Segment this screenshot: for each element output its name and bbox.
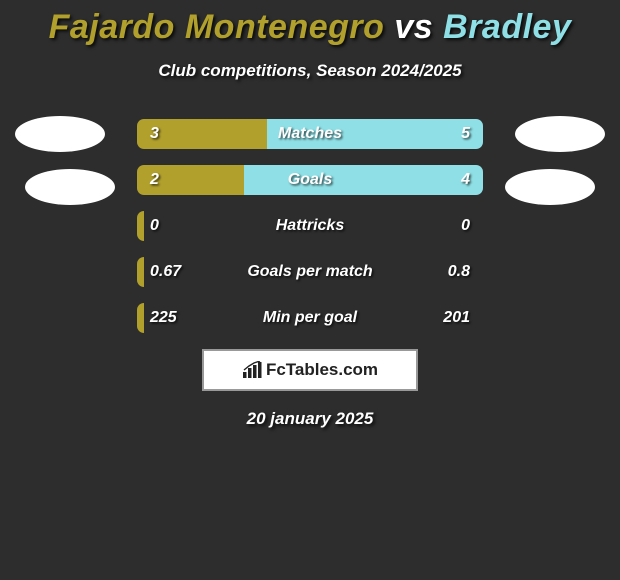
stat-label: Matches: [137, 119, 483, 149]
infographic-root: Fajardo Montenegro vs Bradley Club compe…: [0, 0, 620, 429]
stat-row: 0.670.8Goals per match: [0, 257, 620, 287]
stats-area: 35Matches 24Goals 00Hattricks 0.670.8Goals …: [0, 119, 620, 333]
stat-row: 00Hattricks: [0, 211, 620, 241]
comparison-title: Fajardo Montenegro vs Bradley: [0, 8, 620, 47]
date-label: 20 january 2025: [0, 409, 620, 429]
player1-name: Fajardo Montenegro: [49, 8, 385, 46]
player2-name: Bradley: [443, 8, 571, 46]
stat-row: 35Matches: [0, 119, 620, 149]
stat-label: Min per goal: [137, 303, 483, 333]
stat-label: Hattricks: [137, 211, 483, 241]
brand-text: FcTables.com: [266, 360, 378, 380]
stat-label: Goals per match: [137, 257, 483, 287]
chart-icon: [242, 361, 262, 379]
stat-row: 225201Min per goal: [0, 303, 620, 333]
brand-badge: FcTables.com: [202, 349, 418, 391]
season-subtitle: Club competitions, Season 2024/2025: [0, 61, 620, 81]
stat-label: Goals: [137, 165, 483, 195]
vs-label: vs: [394, 8, 433, 46]
stat-row: 24Goals: [0, 165, 620, 195]
